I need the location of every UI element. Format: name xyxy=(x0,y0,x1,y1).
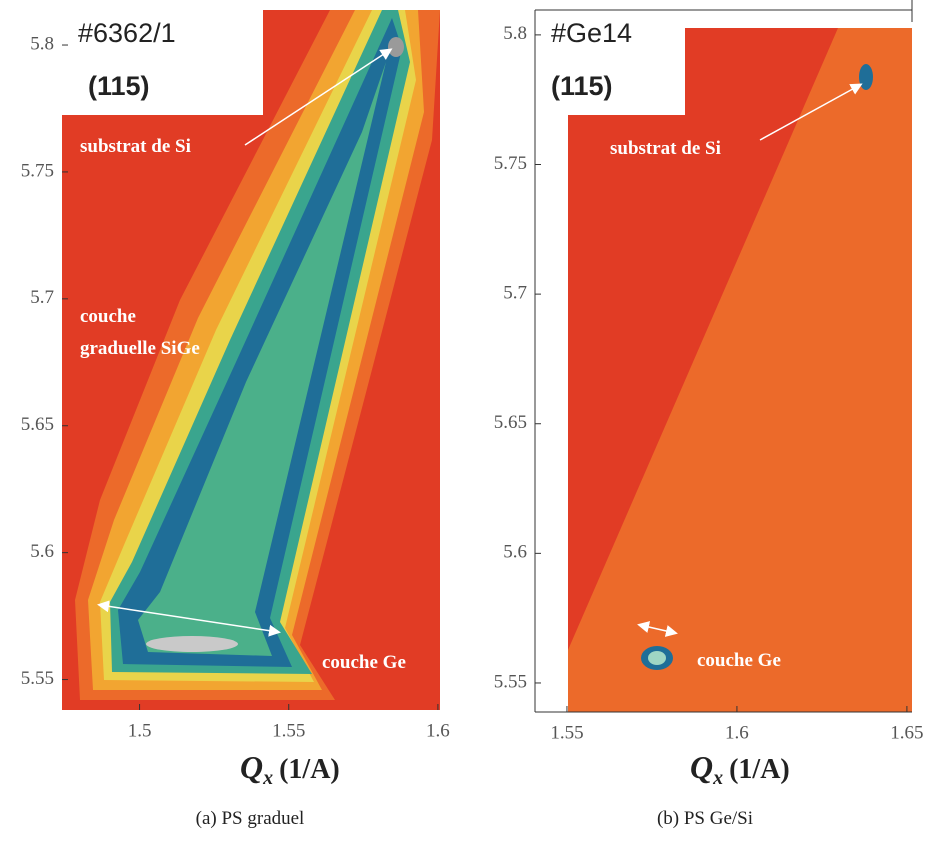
map-a xyxy=(62,10,440,710)
y-tick-label: 5.55 xyxy=(21,668,54,689)
y-tick-label: 5.75 xyxy=(21,160,54,181)
y-tick-label: 5.7 xyxy=(503,282,527,303)
x-axis-label-part: Q xyxy=(240,749,263,785)
y-tick-label: 5.7 xyxy=(30,287,54,308)
reflection-label: (115) xyxy=(88,71,150,101)
caption: (b) PS Ge/Si xyxy=(657,808,753,829)
x-tick-label: 1.5 xyxy=(128,720,152,741)
sample-label: #6362/1 xyxy=(78,18,176,48)
annotation: substrat de Si xyxy=(80,136,191,157)
x-axis-label-part: (1/A) xyxy=(279,754,340,785)
y-tick-label: 5.6 xyxy=(503,542,527,563)
x-axis-label-part: Q xyxy=(690,749,713,785)
x-axis-label: Qx (1/A) xyxy=(240,749,340,789)
x-axis-label-part: x xyxy=(712,767,723,789)
caption: (a) PS graduel xyxy=(196,808,305,829)
y-tick-label: 5.55 xyxy=(494,671,527,692)
x-axis-label-part: x xyxy=(262,767,273,789)
map-b xyxy=(534,0,913,713)
x-tick-label: 1.6 xyxy=(426,720,450,741)
y-tick-label: 5.65 xyxy=(21,414,54,435)
x-tick-label: 1.65 xyxy=(890,722,923,743)
y-tick-label: 5.8 xyxy=(503,23,527,44)
x-tick-label: 1.6 xyxy=(725,722,749,743)
y-tick-label: 5.8 xyxy=(30,33,54,54)
x-axis-label: Qx (1/A) xyxy=(690,749,790,789)
x-tick-label: 1.55 xyxy=(550,722,583,743)
x-tick-label: 1.55 xyxy=(272,720,305,741)
annotation: couche xyxy=(80,306,136,327)
y-tick-label: 5.6 xyxy=(30,541,54,562)
annotation: substrat de Si xyxy=(610,138,721,159)
annotation: couche Ge xyxy=(697,650,781,671)
y-tick-label: 5.75 xyxy=(494,153,527,174)
x-axis-label-part: (1/A) xyxy=(729,754,790,785)
reflection-label: (115) xyxy=(551,71,613,101)
annotation: couche Ge xyxy=(322,652,406,673)
sample-label: #Ge14 xyxy=(551,18,632,48)
y-tick-label: 5.65 xyxy=(494,412,527,433)
annotation: graduelle SiGe xyxy=(80,338,200,359)
